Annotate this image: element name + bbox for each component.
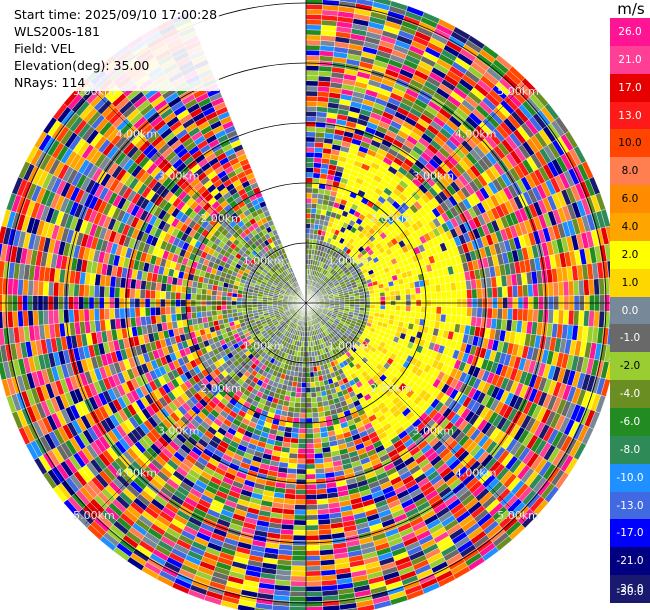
colorbar-segment [610, 575, 650, 604]
field-name: Field: VEL [14, 41, 75, 56]
colorbar-segment [610, 268, 650, 298]
colorbar-segment [610, 352, 650, 381]
ring-label: 2.00km [200, 212, 242, 225]
colorbar-segment [610, 324, 650, 353]
colorbar-tick-label: 10.0 [618, 137, 642, 150]
colorbar-tick-label: 4.0 [621, 220, 639, 233]
colorbar-tick-label: -13.0 [616, 499, 644, 512]
colorbar-tick-label: 6.0 [621, 193, 639, 206]
ring-label: 5.00km [497, 85, 539, 98]
elevation: Elevation(deg): 35.00 [14, 58, 150, 73]
ring-label: 4.00km [455, 467, 497, 480]
instrument-name: WLS200s-181 [14, 24, 100, 39]
colorbar-segment [610, 408, 650, 437]
colorbar-tick-label: -8.0 [619, 443, 641, 456]
colorbar-tick-label: 2.0 [621, 248, 639, 261]
colorbar-segment [610, 157, 650, 186]
colorbar-segment [610, 380, 650, 409]
colorbar-segment [610, 101, 650, 130]
colorbar-segment [610, 240, 650, 270]
colorbar-segment [610, 45, 650, 75]
ring-label: 5.00km [73, 509, 115, 522]
colorbar-segment [610, 213, 650, 242]
colorbar-tick-label: -1.0 [619, 332, 641, 345]
ring-label: 2.00km [200, 382, 242, 395]
colorbar-tick-label: 8.0 [621, 165, 639, 178]
ring-label: 3.00km [413, 424, 455, 437]
ring-label: 1.00km [328, 255, 370, 268]
ring-label: 1.00km [328, 339, 370, 352]
colorbar: 26.0 21.0 17.0 13.0 10.0 8.0 6.0 4.0 2.0 1.0 0.0 -1… [610, 18, 650, 604]
ring-label: 3.00km [158, 170, 200, 183]
range-rings [0, 0, 610, 610]
colorbar-title: m/s [617, 0, 645, 18]
ring-label: 1.00km [243, 339, 285, 352]
colorbar-segment [610, 73, 650, 103]
colorbar-tick-label: -17.0 [616, 527, 644, 540]
ring-label: 4.00km [116, 467, 158, 480]
colorbar-segment [610, 185, 650, 214]
ray-count: NRays: 114 [14, 75, 86, 90]
ring-label: 2.00km [370, 212, 412, 225]
colorbar-segment [610, 435, 650, 465]
colorbar-tick-label: -26.0 [616, 583, 644, 596]
azimuth-spoke [305, 82, 527, 304]
colorbar-tick-label: -21.0 [616, 555, 644, 568]
colorbar-segment [610, 547, 650, 576]
colorbar-tick-label: 17.0 [618, 81, 642, 94]
colorbar-segment [610, 519, 650, 548]
colorbar-tick-label: 26.0 [618, 25, 642, 38]
colorbar-tick-label: -4.0 [619, 388, 641, 401]
start-time: Start time: 2025/09/10 17:00:28 [14, 7, 218, 22]
azimuth-spoke [85, 82, 307, 304]
colorbar-tick-label: 0.0 [621, 304, 639, 317]
colorbar-tick-label: 13.0 [618, 109, 642, 122]
ring-label: 3.00km [413, 170, 455, 183]
colorbar-segment [610, 491, 650, 520]
ring-label: 5.00km [497, 509, 539, 522]
ring-labels: 1.00km 1.00km 1.00km 1.00km 2.00km 2.00km 2.00… [73, 85, 539, 522]
colorbar-tick-label: 21.0 [618, 53, 642, 66]
colorbar-segment [610, 463, 650, 493]
colorbar-segment [610, 129, 650, 158]
ring-label: 3.00km [158, 424, 200, 437]
colorbar-segment [610, 296, 650, 325]
colorbar-segment [610, 18, 650, 47]
colorbar-tick-label: -10.0 [616, 471, 644, 484]
colorbar-tick-label: 1.0 [621, 276, 639, 289]
scan-info: Start time: 2025/09/10 17:00:28 WLS200s-… [12, 6, 220, 91]
ring-label: 4.00km [116, 127, 158, 140]
ring-label: 1.00km [243, 255, 285, 268]
ring-label: 4.00km [455, 127, 497, 140]
azimuth-spoke [85, 302, 307, 524]
colorbar-tick-label: -2.0 [619, 360, 641, 373]
colorbar-tick-label: -30.0 [616, 586, 644, 598]
ring-label: 2.00km [370, 382, 412, 395]
colorbar-tick-label: -6.0 [619, 415, 641, 428]
azimuth-spoke [305, 302, 527, 524]
ppi-radar-plot: 1.00km 1.00km 1.00km 1.00km 2.00km 2.00km 2.00… [0, 0, 610, 610]
